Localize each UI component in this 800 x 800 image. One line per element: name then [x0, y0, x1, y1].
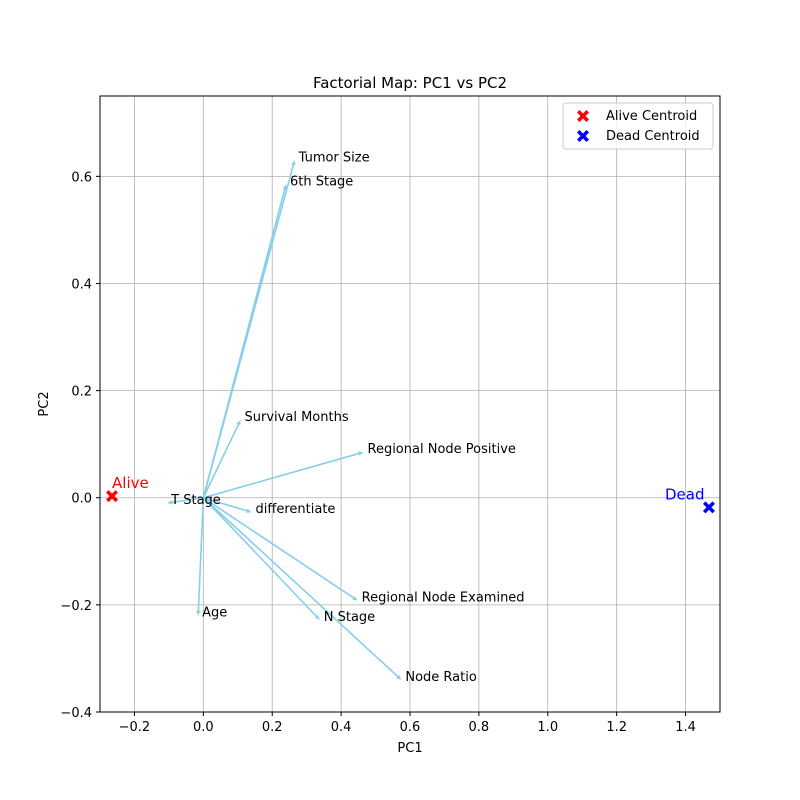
centroid-label: Alive — [112, 474, 149, 492]
variable-label: Tumor Size — [298, 150, 370, 165]
variable-arrows — [167, 160, 402, 680]
variable-arrow — [202, 497, 317, 617]
x-tick-label: 1.4 — [675, 720, 696, 735]
variable-arrow-head — [282, 184, 287, 190]
variable-arrow — [202, 424, 240, 499]
variable-arrow — [202, 497, 354, 599]
variable-label: N Stage — [324, 610, 375, 625]
legend: Alive Centroid Dead Centroid — [562, 102, 714, 150]
variable-arrow — [202, 189, 286, 498]
variable-arrow — [203, 452, 359, 499]
variable-arrow — [197, 497, 205, 611]
variable-arrow-head — [167, 500, 173, 505]
chart-title: Factorial Map: PC1 vs PC2 — [313, 74, 507, 92]
variable-arrow-head — [352, 595, 358, 601]
y-tick-label: 0.0 — [71, 492, 92, 507]
x-tick-label: 1.0 — [537, 720, 558, 735]
variable-arrow — [202, 497, 399, 678]
legend-entry: Dead Centroid — [606, 129, 700, 144]
variable-arrow-head — [196, 610, 201, 616]
centroid-label: Dead — [665, 485, 705, 503]
variable-arrow-head — [291, 160, 296, 166]
legend-marker — [577, 130, 589, 142]
variable-arrow-head — [314, 614, 320, 620]
centroid-markers: Alive Dead — [106, 474, 715, 514]
variable-arrow-head — [246, 508, 252, 513]
y-tick-label: 0.4 — [71, 277, 92, 292]
y-tick-label: 0.6 — [71, 170, 92, 185]
variable-labels: Tumor Size 6th Stage Survival Months Region… — [170, 150, 524, 685]
x-tick-label: 0.4 — [331, 720, 352, 735]
x-tick-label: 0.2 — [262, 720, 283, 735]
y-axis-label: PC2 — [37, 391, 52, 416]
variable-arrow — [171, 496, 204, 504]
grid-lines — [100, 96, 720, 713]
variable-label: Node Ratio — [405, 670, 476, 685]
legend-box — [562, 102, 714, 150]
x-tick-label: −0.2 — [119, 720, 151, 735]
y-tick-label: −0.2 — [60, 599, 92, 614]
y-tick-label: 0.2 — [71, 385, 92, 400]
variable-label: 6th Stage — [290, 174, 353, 189]
variable-label: Regional Node Positive — [368, 442, 516, 457]
y-tick-label: −0.4 — [60, 706, 92, 721]
x-axis-label: PC1 — [397, 741, 422, 756]
variable-arrow-head — [358, 451, 364, 456]
variable-label: Regional Node Examined — [362, 591, 525, 606]
centroid-marker — [106, 490, 119, 503]
variable-label: T Stage — [170, 493, 221, 508]
x-tick-label: 1.2 — [606, 720, 627, 735]
x-tick-label: 0.8 — [469, 720, 490, 735]
variable-arrow-head — [396, 674, 402, 680]
axis-ticks: −0.2 0.0 0.2 0.4 0.6 0.8 1.0 1.2 1.4 −0.4 −0.2 0.0 0… — [60, 170, 695, 735]
variable-arrow-head — [236, 420, 241, 426]
legend-marker — [577, 110, 589, 122]
x-tick-label: 0.0 — [193, 720, 214, 735]
variable-label: Age — [202, 606, 227, 621]
legend-entry: Alive Centroid — [606, 109, 697, 124]
x-tick-label: 0.6 — [400, 720, 421, 735]
variable-arrow — [203, 496, 247, 512]
variable-label: differentiate — [256, 502, 336, 517]
variable-label: Survival Months — [245, 410, 349, 425]
centroid-marker — [702, 501, 715, 514]
